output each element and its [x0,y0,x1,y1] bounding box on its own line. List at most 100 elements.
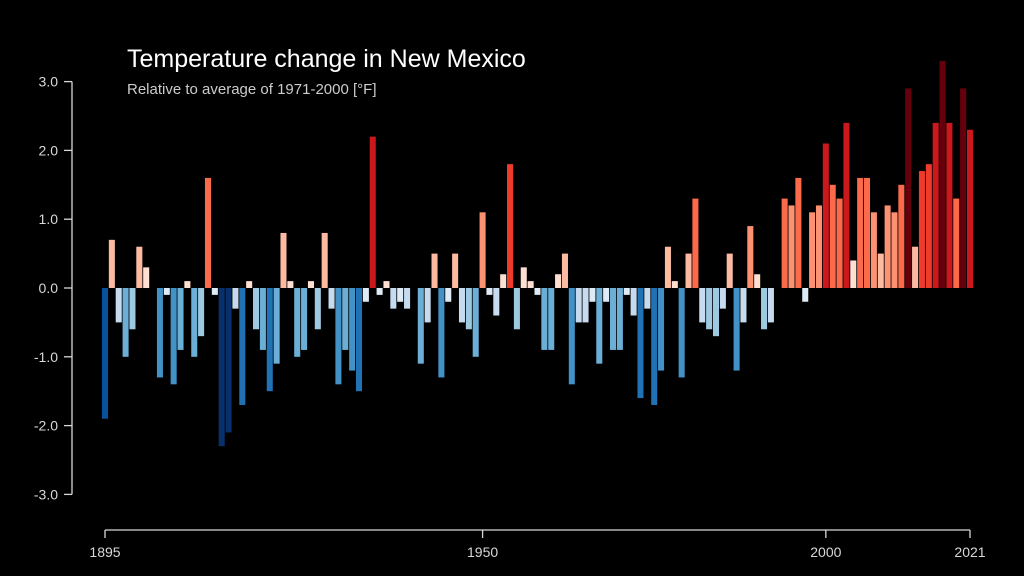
bar-1948 [465,288,472,330]
bar-1917 [253,288,260,330]
y-tick-label: -3.0 [34,486,58,502]
bar-1915 [239,288,246,405]
y-tick-label: 0.0 [39,280,59,296]
bar-1966 [589,288,596,302]
bar-1905 [170,288,177,385]
bar-1969 [610,288,617,350]
bar-1983 [706,288,713,330]
bar-2004 [850,260,857,288]
bar-1998 [809,212,816,288]
bar-1994 [781,198,788,288]
bar-1899 [129,288,136,330]
bar-2014 [918,171,925,288]
bar-1910 [204,177,211,288]
bar-1923 [294,288,301,357]
bar-1918 [259,288,266,350]
bar-1903 [156,288,163,378]
bar-1914 [232,288,239,309]
chart-title: Temperature change in New Mexico [127,45,526,73]
bar-1976 [658,288,665,371]
bar-2002 [836,198,843,288]
bar-1935 [376,288,383,295]
bar-1991 [761,288,768,330]
bar-1979 [678,288,685,378]
bar-1945 [445,288,452,302]
bar-1992 [767,288,774,323]
bar-1974 [644,288,651,309]
bar-1933 [362,288,369,302]
bar-1985 [719,288,726,309]
bar-1928 [328,288,335,309]
bar-1925 [307,281,314,288]
bar-1934 [369,136,376,288]
x-tick-label: 1895 [89,544,120,560]
bar-1959 [541,288,548,350]
bar-1951 [486,288,493,295]
bar-1989 [747,226,754,288]
bar-2009 [884,205,891,288]
bar-2000 [822,143,829,288]
y-tick-label: 2.0 [39,142,59,158]
bar-1907 [184,281,191,288]
bar-1970 [616,288,623,350]
bar-1904 [163,288,170,295]
bar-1896 [108,239,115,288]
chart-subtitle: Relative to average of 1971-2000 [°F] [127,81,377,98]
bar-1952 [493,288,500,316]
x-tick-label: 1950 [467,544,498,560]
bar-1931 [349,288,356,371]
bar-1960 [548,288,555,350]
bar-1947 [458,288,465,323]
bar-1973 [637,288,644,399]
bar-2007 [870,212,877,288]
bar-1988 [740,288,747,323]
bar-1982 [699,288,706,323]
bar-1909 [198,288,205,337]
bar-1965 [582,288,589,323]
bar-1964 [575,288,582,323]
bar-1897 [115,288,122,323]
bar-1942 [424,288,431,323]
bar-1895 [101,288,109,419]
bar-1930 [342,288,349,350]
bar-1990 [754,274,761,288]
x-axis: 1895 1950 2000 2021 [89,529,986,560]
bar-1986 [726,253,733,288]
bar-2021 [966,129,974,288]
bar-1972 [630,288,637,316]
bar-2005 [857,177,864,288]
bar-2011 [898,184,905,288]
bar-1997 [802,288,809,302]
bar-1995 [788,205,795,288]
bar-1927 [321,232,328,288]
bar-1967 [596,288,603,364]
bar-1971 [623,288,630,295]
bar-2013 [912,246,919,288]
bar-1957 [527,281,534,288]
bar-1898 [122,288,129,357]
bar-2001 [829,184,836,288]
bar-1912 [218,288,225,447]
bar-2019 [953,198,960,288]
y-tick-label: -1.0 [34,349,58,365]
bar-1908 [191,288,198,357]
bar-1968 [603,288,610,302]
bar-1984 [712,288,720,337]
bar-1946 [452,253,459,288]
bar-1922 [287,281,294,288]
bar-1961 [555,274,562,288]
bar-2012 [905,88,912,288]
bar-1953 [500,274,507,288]
bar-1963 [568,288,575,385]
bar-1999 [815,205,822,288]
bar-1936 [383,281,390,288]
x-tick-label: 2021 [954,544,985,560]
bar-1926 [314,288,321,330]
bar-1977 [664,246,671,288]
bar-1911 [211,288,218,295]
bar-1900 [136,246,143,288]
y-tick-label: 3.0 [39,74,59,90]
bar-2010 [891,212,898,288]
bar-1939 [404,288,411,309]
bar-1962 [561,253,568,288]
